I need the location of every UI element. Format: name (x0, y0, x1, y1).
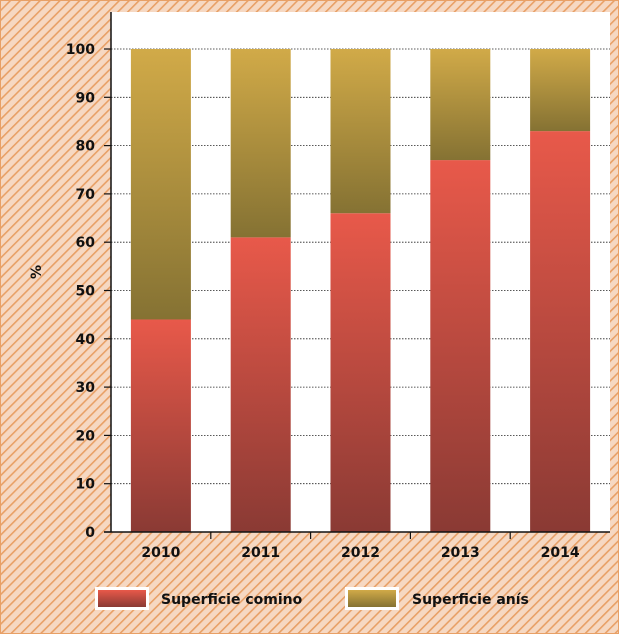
bar-comino-2014 (530, 131, 591, 533)
bar-anis-2010 (130, 49, 191, 320)
y-tick-label: 10 (76, 477, 96, 493)
x-tick-labels: 2010 2011 2012 2013 2014 (141, 532, 580, 561)
bar-comino-2013 (430, 160, 491, 532)
y-tick-label: 70 (76, 187, 96, 203)
x-tick-label: 2012 (341, 545, 380, 561)
y-tick-label: 40 (76, 332, 96, 348)
y-tick-label: 50 (76, 284, 96, 300)
bar-anis-2011 (230, 49, 291, 238)
legend-swatch-comino (98, 590, 146, 607)
x-tick-label: 2014 (541, 545, 580, 561)
y-tick-label: 60 (76, 235, 96, 251)
x-tick-label: 2010 (141, 545, 180, 561)
y-tick-label: 20 (76, 428, 96, 444)
x-tick-label: 2011 (241, 545, 280, 561)
legend-label: Superficie anís (412, 592, 529, 608)
bar-anis-2014 (530, 49, 591, 132)
bar-anis-2012 (330, 49, 391, 214)
legend: Superficie comino Superficie anís (95, 587, 529, 610)
bar-anis-2013 (430, 49, 491, 161)
bar-comino-2011 (230, 237, 291, 532)
legend-label: Superficie comino (161, 592, 303, 608)
y-axis-label: % (29, 265, 45, 279)
y-tick-label: 0 (85, 525, 95, 541)
bars (130, 49, 591, 533)
y-tick-label: 90 (76, 90, 96, 106)
bar-comino-2012 (330, 213, 391, 532)
y-tick-label: 30 (76, 380, 96, 396)
y-tick-labels: 0 10 20 30 40 50 60 70 80 90 100 (66, 42, 95, 541)
legend-swatch-anis (348, 590, 396, 607)
y-tick-label: 80 (76, 139, 96, 155)
bar-comino-2010 (130, 319, 191, 532)
axes (104, 12, 610, 533)
x-tick-label: 2013 (441, 545, 480, 561)
y-tick-label: 100 (66, 42, 95, 58)
